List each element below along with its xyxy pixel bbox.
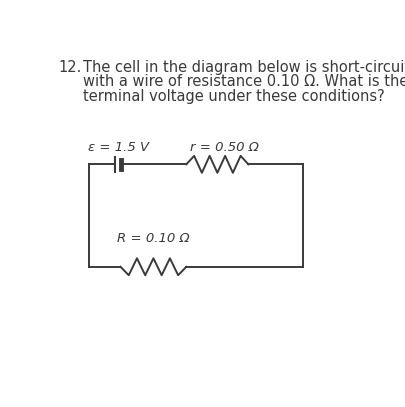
Text: r = 0.50 Ω: r = 0.50 Ω [190, 141, 258, 154]
Text: ε = 1.5 V: ε = 1.5 V [88, 141, 149, 154]
Text: terminal voltage under these conditions?: terminal voltage under these conditions? [83, 89, 384, 104]
Text: with a wire of resistance 0.10 Ω. What is the: with a wire of resistance 0.10 Ω. What i… [83, 74, 405, 89]
Text: R = 0.10 Ω: R = 0.10 Ω [116, 232, 189, 245]
Text: 12.: 12. [58, 59, 82, 74]
Text: The cell in the diagram below is short-circuited: The cell in the diagram below is short-c… [83, 59, 405, 74]
